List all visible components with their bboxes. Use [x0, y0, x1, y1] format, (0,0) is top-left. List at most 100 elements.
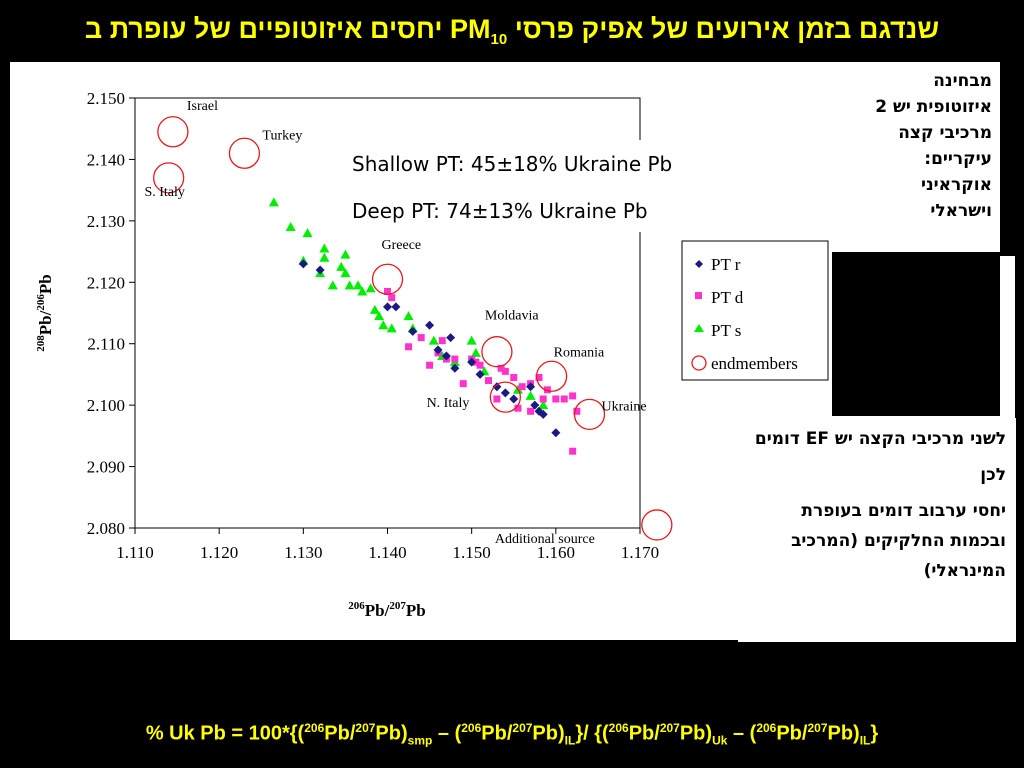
y-axis-ticks: 2.150 2.140 2.130 2.120 2.110 2.100 2.090 2.080 [87, 89, 135, 538]
y-tick-label: 2.090 [87, 458, 125, 477]
pt-d-point [497, 364, 505, 372]
pt-r-point [450, 363, 460, 373]
endmember-markers: Israel Turkey S. Italy Greece Moldavia Romani… [144, 99, 673, 547]
endmember-circle [157, 116, 189, 148]
endmember-label: Turkey [262, 128, 302, 143]
pt-d-point [384, 288, 391, 295]
pt-s-point [319, 243, 330, 253]
pt-s-point [538, 400, 549, 410]
pt-d-point [493, 395, 501, 403]
endmember-label: Romania [554, 345, 605, 360]
pt-d-point [560, 395, 568, 403]
pt-d-point [417, 334, 425, 342]
pt-d-point [405, 343, 413, 351]
endmember-label: Israel [187, 99, 218, 114]
note-top-line-1: מבחינה [933, 71, 992, 91]
y-tick-label: 2.120 [87, 273, 125, 292]
endmember-label: Greece [382, 238, 422, 253]
note-top-text: מבחינה איזוטופית יש 2 מרכיבי קצה עיקריים… [832, 62, 1000, 252]
endmember-circle [573, 398, 606, 431]
title-subscript: 10 [490, 31, 508, 48]
pt-s-point [470, 347, 481, 357]
pt-d-point [501, 367, 509, 375]
y-tick-label: 2.140 [87, 150, 125, 169]
x-tick-label: 1.120 [200, 543, 238, 562]
x-tick-label: 1.170 [621, 543, 659, 562]
y-axis-label: 208Pb/206Pb [35, 274, 55, 351]
annotation-box: Shallow PT: 45±18% Ukraine Pb Deep PT: 7… [346, 140, 738, 232]
endmember-circle [641, 509, 673, 541]
note-bottom-3: יחסי ערבוב דומים בעופרת ובכמות החלקיקים … [791, 501, 1006, 581]
y-tick-label: 2.100 [87, 396, 125, 415]
legend-marker-pt-d [695, 292, 702, 299]
pt-s-point [319, 252, 330, 262]
pt-d-point [539, 395, 547, 403]
pt-s-point [466, 335, 477, 345]
pt-d-point [535, 374, 543, 381]
scatter-chart: 1.110 1.120 1.130 1.140 1.150 1.160 1.170 2.15… [35, 89, 829, 620]
slide-title: יחסים איזוטופיים של עופרת ב PM10 שנדגם ב… [0, 4, 1024, 54]
pt-d-point [514, 404, 522, 412]
pt-s-point [268, 197, 279, 207]
note-top-line-6: וישראלי [930, 201, 992, 221]
legend-label-pt-s: PT s [711, 321, 741, 340]
pt-r-point [383, 302, 392, 312]
note-top-line-3: מרכיבי קצה [898, 123, 992, 143]
annotation-deep: Deep PT: 74±13% Ukraine Pb [352, 199, 648, 223]
pt-s-point [302, 228, 313, 238]
pt-s-point [344, 280, 355, 290]
pt-d-point [573, 407, 581, 415]
endmember-circle [535, 360, 568, 392]
pt-d-point [510, 374, 518, 381]
note-bottom: לשני מרכיבי הקצה יש EF דומים לכן יחסי ער… [738, 418, 1016, 642]
note-top-line-4: עיקריים: [924, 149, 992, 169]
pt-d-point [476, 361, 484, 369]
pt-d-point [527, 407, 535, 415]
pt-r-point [433, 345, 443, 355]
endmember-circle [371, 263, 404, 295]
pt-r-point [441, 351, 451, 361]
legend-marker-endmembers [691, 355, 707, 371]
pt-s-point [374, 311, 385, 321]
pt-s-point [353, 280, 364, 290]
pt-r-point [425, 320, 435, 330]
pt-r-point [509, 394, 519, 404]
pt-d-point [552, 395, 560, 403]
x-axis-ticks: 1.110 1.120 1.130 1.140 1.150 1.160 1.170 [116, 528, 659, 562]
endmember-label: Ukraine [602, 399, 647, 414]
legend-label-pt-r: PT r [711, 255, 741, 274]
endmember-label: N. Italy [427, 396, 470, 411]
note-top: מבחינה איזוטופית יש 2 מרכיבי קצה עיקריים… [832, 62, 1016, 256]
pt-d-point [485, 377, 492, 385]
x-tick-label: 1.150 [453, 543, 491, 562]
pt-r-point [551, 428, 561, 438]
y-tick-label: 2.150 [87, 89, 125, 108]
pt-r-point [492, 382, 502, 392]
pt-s-point [378, 320, 389, 330]
pt-r-point [446, 333, 456, 343]
pt-s-point [340, 249, 351, 259]
legend-label-pt-d: PT d [711, 288, 744, 307]
endmember-label: Moldavia [485, 309, 539, 324]
note-top-line-2: איזוטופית יש 2 [875, 97, 992, 117]
x-axis-label: 206Pb/207Pb [348, 600, 425, 620]
legend: PT r PT d PT s endmembers [681, 240, 829, 381]
pt-r-point [475, 369, 485, 379]
x-tick-label: 1.160 [537, 543, 575, 562]
pt-d-point [569, 447, 577, 455]
title-main: יחסים איזוטופיים של עופרת ב PM [84, 14, 491, 44]
pt-s-point [327, 280, 338, 290]
pt-r-point [500, 388, 510, 398]
pt-d-point [451, 355, 459, 363]
endmember-circle [228, 137, 261, 169]
pt-s-point [340, 268, 351, 278]
legend-marker-pt-s [694, 324, 704, 332]
note-bottom-1: לשני מרכיבי הקצה יש EF דומים [754, 429, 1006, 449]
formula: % Uk Pb = 100*{(206Pb/207Pb)smp – (206Pb… [145, 721, 879, 748]
pt-d-point [438, 337, 446, 345]
pt-r-point [391, 302, 401, 312]
x-tick-label: 1.110 [116, 543, 154, 562]
endmember-circle [481, 336, 513, 368]
title-rest: שנדגם בזמן אירועים של אפיק פרסי [507, 14, 940, 44]
y-tick-label: 2.080 [87, 519, 125, 538]
